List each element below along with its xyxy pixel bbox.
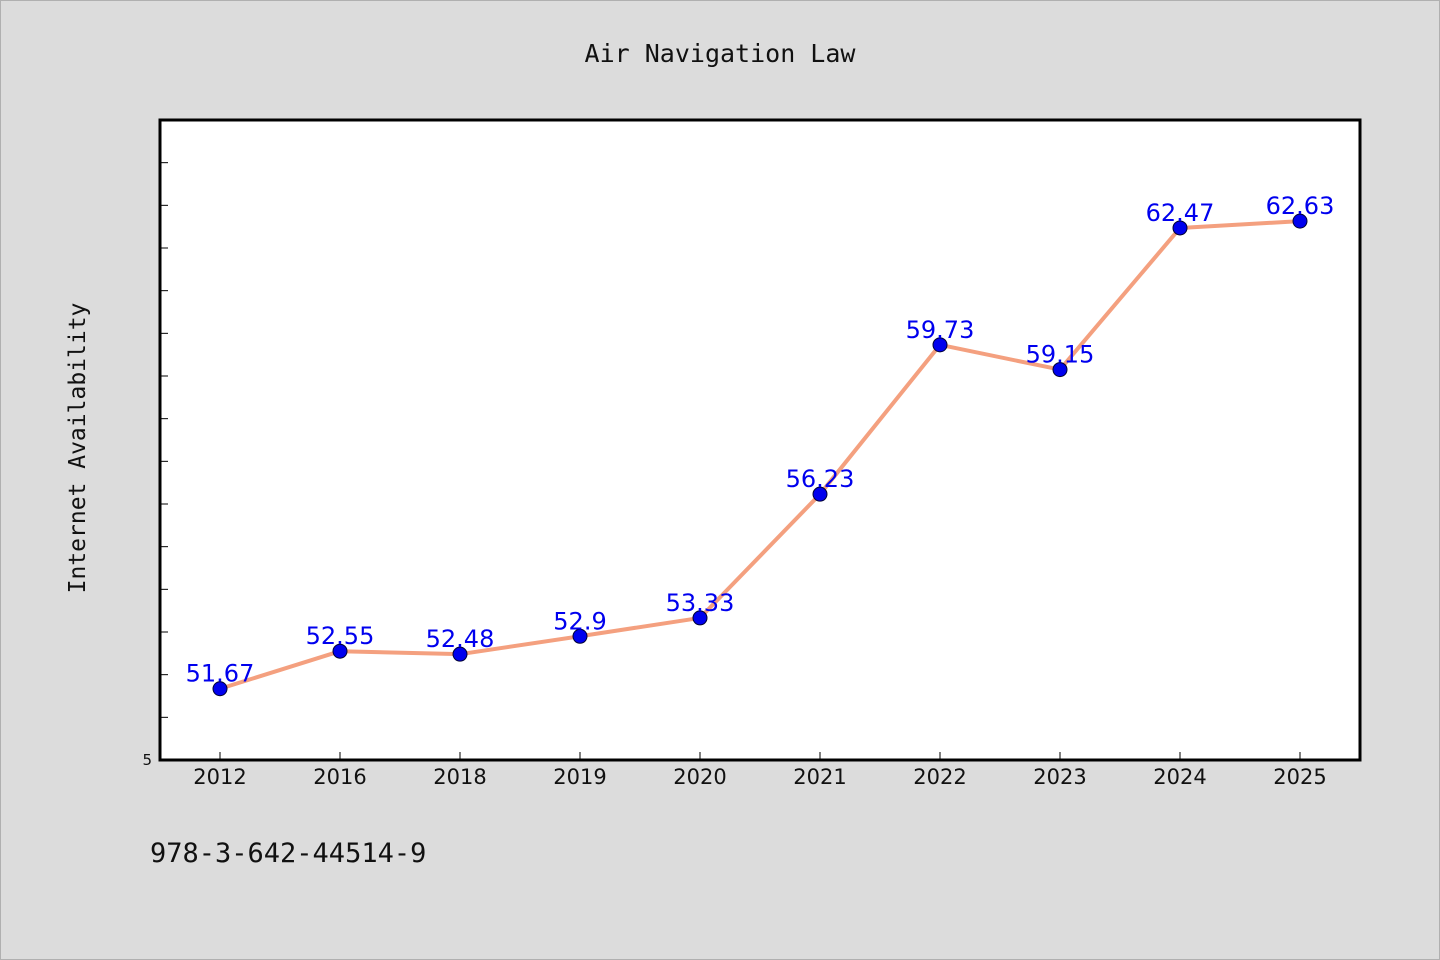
data-label: 52.48 (426, 625, 495, 653)
y-tick-label: 5 (142, 751, 152, 769)
data-point (1292, 213, 1308, 229)
data-label: 52.55 (306, 622, 375, 650)
x-tick-label: 2012 (193, 765, 246, 789)
data-point (812, 486, 828, 502)
data-labels: 51.67 52.55 52.48 52.9 53.33 56.23 59.73 59.15 6… (186, 192, 1335, 688)
data-label: 59.15 (1026, 341, 1095, 369)
x-axis-ticks (219, 752, 1301, 760)
data-label: 62.63 (1266, 192, 1335, 220)
x-tick-label: 2025 (1273, 765, 1326, 789)
series-line (218, 219, 1302, 691)
data-point (1052, 362, 1068, 378)
x-tick-label: 2024 (1153, 765, 1206, 789)
data-point (212, 681, 228, 697)
y-axis-ticks (160, 119, 168, 718)
data-point (932, 337, 948, 353)
x-axis-tick-labels: 2012 2016 2018 2019 2020 2021 2022 2023 2024 2025 (193, 765, 1326, 789)
x-tick-label: 2016 (313, 765, 366, 789)
data-label: 62.47 (1146, 199, 1215, 227)
isbn-annotation: 978-3-642-44514-9 (150, 838, 426, 869)
chart-title: Air Navigation Law (585, 39, 857, 68)
data-label: 59.73 (906, 316, 975, 344)
data-label: 56.23 (786, 465, 855, 493)
data-point (692, 610, 708, 626)
x-tick-label: 2019 (553, 765, 606, 789)
x-tick-label: 2023 (1033, 765, 1086, 789)
data-point (572, 628, 588, 644)
x-tick-label: 2021 (793, 765, 846, 789)
x-tick-label: 2020 (673, 765, 726, 789)
y-axis-label: Internet Availability (65, 303, 91, 594)
data-label: 53.33 (666, 589, 735, 617)
series-line-group (218, 219, 1302, 691)
data-label: 52.9 (553, 607, 606, 635)
x-tick-label: 2018 (433, 765, 486, 789)
data-point (1172, 220, 1188, 236)
data-point (332, 643, 348, 659)
data-markers (212, 213, 1308, 697)
x-tick-label: 2022 (913, 765, 966, 789)
data-label: 51.67 (186, 660, 255, 688)
data-point (452, 646, 468, 662)
